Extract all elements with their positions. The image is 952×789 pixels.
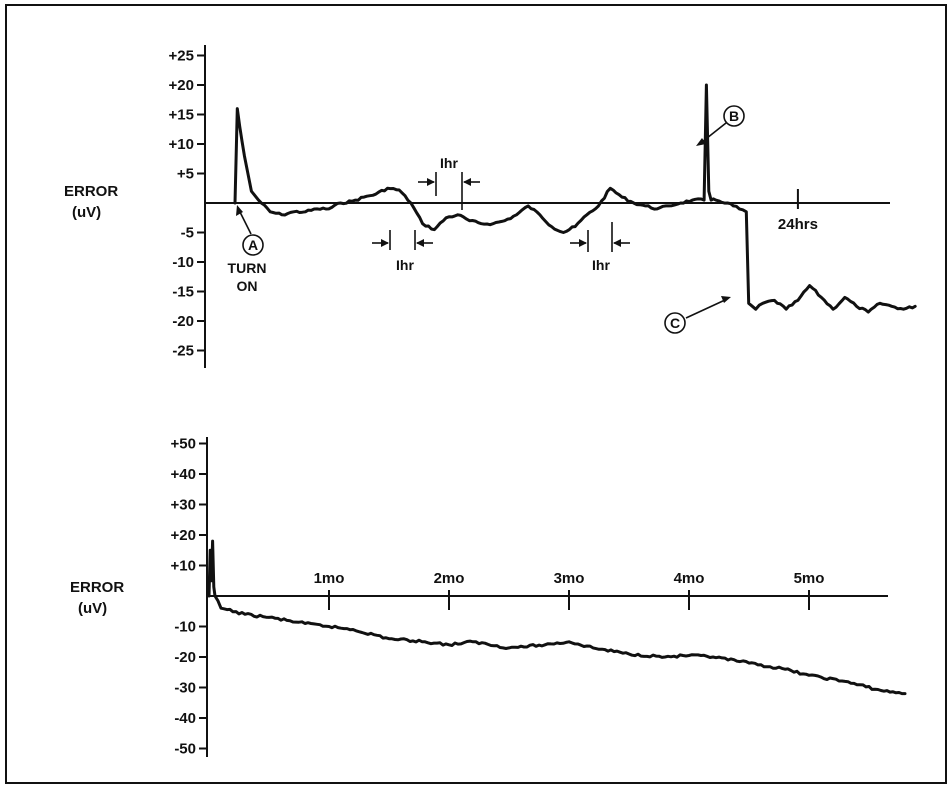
annotation-b-arrow xyxy=(701,122,727,143)
chart-6mo-y-tick-label: +40 xyxy=(171,466,196,483)
chart-6mo-x-tick-label: 1mo xyxy=(314,570,345,587)
annotation-b: B xyxy=(696,105,745,146)
chart-6mo-series-line xyxy=(207,539,907,696)
chart-24h-y-tick-label: +20 xyxy=(169,77,194,94)
chart-6mo-y-tick-label: -50 xyxy=(174,741,196,758)
annotation-a-label: A xyxy=(248,237,258,253)
chart-6mo-y-tick-label: -20 xyxy=(174,649,196,666)
interval-marker-3-arrowhead-right xyxy=(613,239,621,247)
annotation-a-circle xyxy=(242,234,264,256)
annotation-c-label: C xyxy=(670,315,680,331)
chart-24h-y-tick-label: -20 xyxy=(172,313,194,330)
interval-marker-2-arrowhead-right xyxy=(463,178,471,186)
chart-24h-y-tick-label: -15 xyxy=(172,284,194,301)
annotation-a-arrowhead xyxy=(236,205,243,216)
annotation-c-arrow xyxy=(685,299,726,319)
interval-marker-2: Ihr xyxy=(418,155,480,210)
annotation-b-arrowhead xyxy=(696,138,706,146)
interval-marker-1-arrowhead-right xyxy=(416,239,424,247)
chart-6mo: +50 +40 +30 +20 +10 -10 -20 -30 -40 -50 1mo 2mo 3mo… xyxy=(70,436,907,758)
chart-24h-y-tick-label: -10 xyxy=(172,254,194,271)
chart-6mo-y-tick-label: -30 xyxy=(174,680,196,697)
interval-marker-3-arrowhead-left xyxy=(579,239,587,247)
annotation-c: C xyxy=(664,296,731,334)
annotation-b-circle xyxy=(723,105,745,127)
interval-marker-2-label: Ihr xyxy=(440,155,458,171)
chart-6mo-y-tick-label: +30 xyxy=(171,497,196,514)
chart-24h-ylabel-line2: (uV) xyxy=(72,204,101,221)
annotation-c-circle xyxy=(664,312,686,334)
chart-24h-y-tick-label: -5 xyxy=(181,225,194,242)
annotation-a-text-line1: TURN xyxy=(228,260,267,276)
interval-marker-1-label: Ihr xyxy=(396,257,414,273)
chart-6mo-y-tick-label: -10 xyxy=(174,619,196,636)
chart-6mo-y-tick-label: +20 xyxy=(171,527,196,544)
chart-24h-x-ticks: 24hrs xyxy=(778,189,818,233)
annotation-a: A TURN ON xyxy=(228,205,267,294)
interval-marker-1: Ihr xyxy=(372,230,433,273)
chart-6mo-x-tick-label: 2mo xyxy=(434,570,465,587)
annotation-b-label: B xyxy=(729,108,739,124)
chart-6mo-x-tick-label: 5mo xyxy=(794,570,825,587)
chart-6mo-x-tick-label: 3mo xyxy=(554,570,585,587)
interval-marker-2-arrowhead-left xyxy=(427,178,435,186)
chart-24h-y-ticks: +25 +20 +15 +10 +5 -5 -10 -15 -20 -25 xyxy=(169,48,205,360)
chart-6mo-y-tick-label: +50 xyxy=(171,436,196,453)
annotation-a-arrow xyxy=(238,209,252,235)
chart-24h-y-tick-label: +25 xyxy=(169,48,194,65)
chart-6mo-y-tick-label: +10 xyxy=(171,558,196,575)
chart-24h-y-tick-label: +10 xyxy=(169,136,194,153)
chart-24h: +25 +20 +15 +10 +5 -5 -10 -15 -20 -25 24hrs ERROR… xyxy=(64,45,917,368)
chart-24h-series-line xyxy=(233,83,917,314)
chart-24h-ylabel-line1: ERROR xyxy=(64,183,118,200)
chart-24h-y-tick-label: +15 xyxy=(169,107,194,124)
chart-24h-x-tick-label: 24hrs xyxy=(778,216,818,233)
interval-marker-1-arrowhead-left xyxy=(381,239,389,247)
chart-24h-y-tick-label: +5 xyxy=(177,166,194,183)
chart-6mo-y-ticks: +50 +40 +30 +20 +10 -10 -20 -30 -40 -50 xyxy=(171,436,207,758)
chart-6mo-ylabel-line1: ERROR xyxy=(70,579,124,596)
annotation-c-arrowhead xyxy=(721,296,731,303)
interval-marker-3: Ihr xyxy=(570,222,630,273)
chart-6mo-ylabel-line2: (uV) xyxy=(78,600,107,617)
chart-24h-y-tick-label: -25 xyxy=(172,343,194,360)
chart-6mo-x-tick-label: 4mo xyxy=(674,570,705,587)
chart-6mo-x-ticks: 1mo 2mo 3mo 4mo 5mo xyxy=(314,570,825,610)
figure-frame xyxy=(5,4,947,784)
annotation-a-text-line2: ON xyxy=(237,278,258,294)
chart-6mo-y-tick-label: -40 xyxy=(174,710,196,727)
interval-marker-3-label: Ihr xyxy=(592,257,610,273)
